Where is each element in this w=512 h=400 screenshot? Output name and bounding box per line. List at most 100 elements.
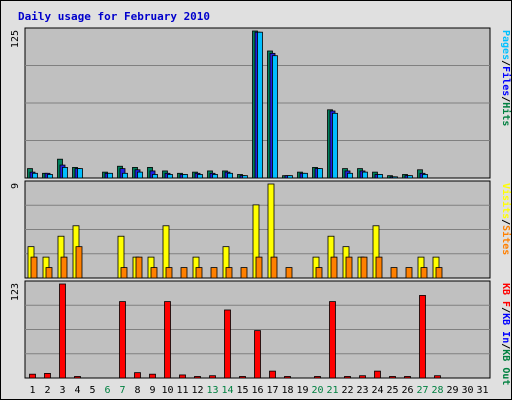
bar-kbytes-kb-f-day-27 bbox=[419, 295, 426, 379]
panel-requests-legend-item-2: Files bbox=[500, 66, 512, 96]
x-tick-label-day-24: 24 bbox=[371, 385, 383, 396]
x-tick-label-day-30: 30 bbox=[461, 385, 473, 396]
x-tick-label-day-22: 22 bbox=[341, 385, 353, 396]
bar-kbytes-kb-f-day-10 bbox=[164, 301, 171, 379]
x-tick-label-day-10: 10 bbox=[161, 385, 173, 396]
panel-visits-legend: Visits/Sites bbox=[500, 183, 512, 255]
panel-requests-ymax-label: 125 bbox=[10, 30, 21, 48]
bar-kbytes-kb-f-day-20 bbox=[314, 376, 321, 379]
x-tick-label-day-3: 3 bbox=[59, 385, 65, 396]
panel-kbytes-legend-item-4: KB Out bbox=[500, 349, 511, 385]
bar-kbytes-kb-f-day-24 bbox=[374, 370, 381, 379]
bar-requests-pages-day-10 bbox=[167, 174, 173, 179]
bar-kbytes-kb-f-day-15 bbox=[239, 376, 246, 379]
bar-requests-pages-day-8 bbox=[137, 171, 143, 179]
bar-kbytes-kb-f-day-28 bbox=[434, 375, 441, 379]
bar-visits-sites-day-18 bbox=[285, 267, 293, 279]
bar-kbytes-kb-f-day-21 bbox=[329, 301, 336, 379]
bar-requests-pages-day-13 bbox=[212, 174, 218, 179]
bar-requests-pages-day-6 bbox=[107, 172, 113, 179]
bar-visits-sites-day-27 bbox=[420, 267, 428, 279]
bar-requests-pages-day-16 bbox=[257, 31, 263, 179]
bar-requests-pages-day-2 bbox=[47, 174, 53, 179]
panel-visits-legend-item-2: Sites bbox=[500, 225, 512, 255]
bar-requests-pages-day-23 bbox=[362, 171, 368, 179]
x-tick-label-day-7: 7 bbox=[119, 385, 125, 396]
x-tick-label-day-5: 5 bbox=[89, 385, 95, 396]
x-tick-label-day-6: 6 bbox=[104, 385, 110, 396]
x-tick-label-day-4: 4 bbox=[74, 385, 80, 396]
x-tick-label-day-21: 21 bbox=[326, 385, 338, 396]
panel-requests-legend-item-3: / bbox=[500, 96, 511, 102]
bar-kbytes-kb-f-day-3 bbox=[59, 283, 66, 379]
x-axis-tick-labels: 1 2 3 4 5 6 7 8 9 10 11 12 13 14 15 16 17 18 19 20 21 22 23 24 2… bbox=[29, 385, 488, 396]
bar-requests-pages-day-9 bbox=[152, 174, 158, 179]
panel-kbytes-legend-item-0: KB F bbox=[500, 283, 511, 307]
panel-requests: 125 Pages/Files/Hits bbox=[10, 27, 512, 179]
bar-visits-sites-day-3 bbox=[60, 256, 68, 279]
x-tick-label-day-12: 12 bbox=[191, 385, 203, 396]
bar-kbytes-kb-f-day-18 bbox=[284, 376, 291, 379]
bar-visits-sites-day-11 bbox=[180, 267, 188, 279]
bar-visits-sites-day-28 bbox=[435, 267, 443, 279]
bar-visits-sites-day-1 bbox=[30, 256, 38, 279]
x-tick-label-day-8: 8 bbox=[134, 385, 140, 396]
bar-visits-sites-day-21 bbox=[330, 256, 338, 279]
panel-kbytes-legend-item-1: / bbox=[500, 307, 511, 313]
panel-requests-legend-item-4: Hits bbox=[500, 102, 512, 126]
bar-requests-pages-day-20 bbox=[317, 168, 323, 179]
panel-kbytes-legend-item-2: KB In bbox=[500, 313, 511, 343]
panel-requests-legend-item-1: / bbox=[500, 60, 511, 66]
x-tick-label-day-18: 18 bbox=[281, 385, 293, 396]
panel-kbytes-legend: KB F/KB In/KB Out bbox=[500, 283, 511, 385]
x-tick-label-day-23: 23 bbox=[356, 385, 368, 396]
panel-visits-legend-item-1: / bbox=[500, 219, 511, 225]
bar-visits-sites-day-7 bbox=[120, 267, 128, 279]
panel-kbytes: 123 KB F/KB In/KB Out bbox=[10, 280, 511, 385]
bar-kbytes-kb-f-day-12 bbox=[194, 376, 201, 379]
bar-requests-pages-day-14 bbox=[227, 172, 233, 179]
bar-requests-pages-day-3 bbox=[62, 167, 68, 179]
bar-requests-pages-day-7 bbox=[122, 172, 128, 179]
bar-kbytes-kb-f-day-13 bbox=[209, 375, 216, 379]
panel-kbytes-ymax-label: 123 bbox=[10, 283, 21, 301]
x-tick-label-day-19: 19 bbox=[296, 385, 308, 396]
bar-visits-sites-day-4 bbox=[75, 246, 83, 279]
x-tick-label-day-14: 14 bbox=[221, 385, 233, 396]
bar-kbytes-kb-f-day-2 bbox=[44, 373, 51, 379]
x-tick-label-day-9: 9 bbox=[149, 385, 155, 396]
x-tick-label-day-13: 13 bbox=[206, 385, 218, 396]
panel-visits-ymax-label: 9 bbox=[10, 183, 21, 189]
panel-visits: 9 Visits/Sites bbox=[10, 180, 512, 279]
panel-kbytes-legend-item-3: / bbox=[500, 343, 511, 349]
bar-requests-pages-day-25 bbox=[392, 176, 398, 179]
bar-kbytes-kb-f-day-9 bbox=[149, 373, 156, 379]
bar-requests-pages-day-11 bbox=[182, 174, 188, 179]
bar-visits-sites-day-14 bbox=[225, 267, 233, 279]
bar-visits-sites-day-12 bbox=[195, 267, 203, 279]
bar-kbytes-kb-f-day-4 bbox=[74, 376, 81, 379]
bar-requests-pages-day-21 bbox=[332, 112, 338, 179]
x-tick-label-day-20: 20 bbox=[311, 385, 323, 396]
bar-kbytes-kb-f-day-17 bbox=[269, 370, 276, 379]
bar-kbytes-kb-f-day-23 bbox=[359, 375, 366, 379]
bar-requests-pages-day-4 bbox=[77, 168, 83, 179]
x-tick-label-day-29: 29 bbox=[446, 385, 458, 396]
bar-kbytes-kb-f-day-11 bbox=[179, 374, 186, 379]
x-tick-label-day-31: 31 bbox=[476, 385, 488, 396]
bar-requests-pages-day-26 bbox=[407, 175, 413, 179]
bar-visits-sites-day-9 bbox=[150, 267, 158, 279]
bar-visits-sites-day-22 bbox=[345, 256, 353, 279]
bar-visits-sites-day-8 bbox=[135, 256, 143, 279]
panel-visits-legend-item-0: Visits bbox=[500, 183, 512, 219]
bar-requests-pages-day-24 bbox=[377, 174, 383, 179]
x-tick-label-day-11: 11 bbox=[176, 385, 188, 396]
bar-visits-sites-day-17 bbox=[270, 256, 278, 279]
bar-requests-pages-day-19 bbox=[302, 172, 308, 179]
bar-visits-sites-day-25 bbox=[390, 267, 398, 279]
bar-visits-sites-day-26 bbox=[405, 267, 413, 279]
bar-requests-pages-day-15 bbox=[242, 175, 248, 179]
